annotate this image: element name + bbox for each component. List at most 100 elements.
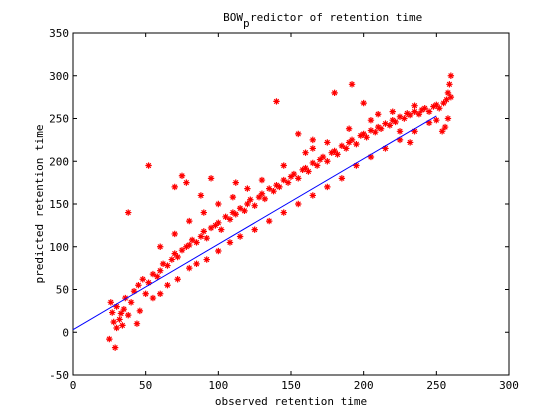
data-point <box>258 176 266 184</box>
data-point <box>392 118 399 126</box>
data-point <box>207 224 215 232</box>
data-point <box>266 185 273 192</box>
chart-title: BOW p redictor of retention time <box>223 11 422 30</box>
data-point <box>406 139 414 146</box>
data-point <box>273 181 280 189</box>
fit-line <box>72 115 437 331</box>
y-tick-label: 50 <box>56 284 69 297</box>
data-point <box>302 164 309 172</box>
data-point <box>401 115 408 122</box>
data-point <box>389 108 396 115</box>
data-point <box>120 305 128 313</box>
data-point <box>444 89 452 97</box>
data-point <box>193 239 200 246</box>
data-point <box>174 276 181 283</box>
data-point <box>411 128 418 135</box>
data-point <box>324 139 331 146</box>
data-point <box>183 243 190 250</box>
data-point <box>447 93 455 101</box>
data-point <box>287 173 295 180</box>
data-point <box>418 106 425 114</box>
x-tick-label: 100 <box>208 379 228 392</box>
data-point <box>119 322 126 329</box>
data-point <box>236 233 244 240</box>
data-point <box>107 299 114 306</box>
data-point <box>295 175 302 182</box>
data-point <box>241 207 248 215</box>
data-point <box>443 96 450 103</box>
data-point <box>117 310 125 317</box>
data-point <box>136 307 144 315</box>
data-point <box>348 81 356 88</box>
data-point <box>411 108 418 115</box>
data-point <box>197 233 205 240</box>
data-point <box>188 236 196 244</box>
data-point <box>229 193 237 201</box>
fit-line-group <box>72 115 437 331</box>
data-point <box>309 192 316 199</box>
data-point <box>203 256 210 263</box>
data-point <box>382 120 389 127</box>
data-point <box>319 153 327 161</box>
data-point <box>360 130 367 138</box>
data-points <box>106 72 455 351</box>
data-point <box>186 217 193 225</box>
data-point <box>280 176 287 184</box>
data-point <box>421 105 428 112</box>
x-tick-label: 0 <box>70 379 77 392</box>
x-tick-label: 200 <box>354 379 374 392</box>
data-point <box>111 344 119 351</box>
data-point <box>212 222 219 229</box>
data-point <box>430 103 437 110</box>
data-point <box>247 196 254 203</box>
data-point <box>261 195 269 203</box>
data-point <box>222 213 229 221</box>
data-point <box>309 136 316 144</box>
data-point <box>348 136 356 144</box>
data-point <box>226 216 234 223</box>
data-point <box>236 205 244 212</box>
data-point <box>295 200 302 208</box>
data-point <box>316 156 324 163</box>
data-point <box>302 149 309 156</box>
data-point <box>290 170 298 178</box>
data-point <box>382 145 389 152</box>
chart-title-main: BOW <box>223 11 243 24</box>
data-point <box>280 209 287 216</box>
data-point <box>295 130 302 138</box>
data-point <box>367 153 375 161</box>
data-point <box>425 108 433 115</box>
data-point <box>345 125 353 132</box>
y-tick-label: 150 <box>49 198 69 211</box>
data-point <box>360 99 367 107</box>
data-point <box>251 226 258 233</box>
data-point <box>446 81 453 88</box>
data-point <box>244 185 251 192</box>
data-point <box>164 282 171 289</box>
data-point <box>168 256 176 263</box>
data-point <box>377 125 385 132</box>
data-point <box>110 318 117 326</box>
data-point <box>438 128 446 135</box>
data-point <box>444 115 452 122</box>
data-point <box>200 228 207 235</box>
data-point <box>207 175 215 182</box>
data-point <box>229 209 237 216</box>
data-point <box>215 247 222 255</box>
y-tick-label: 300 <box>49 70 69 83</box>
data-point <box>328 149 335 156</box>
data-point <box>440 99 447 107</box>
data-point <box>367 117 375 124</box>
data-point <box>106 335 113 343</box>
y-axis-ticks: -50 0 50 100 150 200 250 300 350 <box>49 27 509 382</box>
data-point <box>425 119 433 126</box>
data-point <box>299 166 306 173</box>
data-point <box>415 111 423 118</box>
data-point <box>375 123 382 131</box>
data-point <box>133 320 141 327</box>
data-point <box>338 175 346 182</box>
data-point <box>142 290 149 297</box>
data-point <box>157 243 164 250</box>
data-point <box>345 139 353 146</box>
data-point <box>125 209 132 216</box>
